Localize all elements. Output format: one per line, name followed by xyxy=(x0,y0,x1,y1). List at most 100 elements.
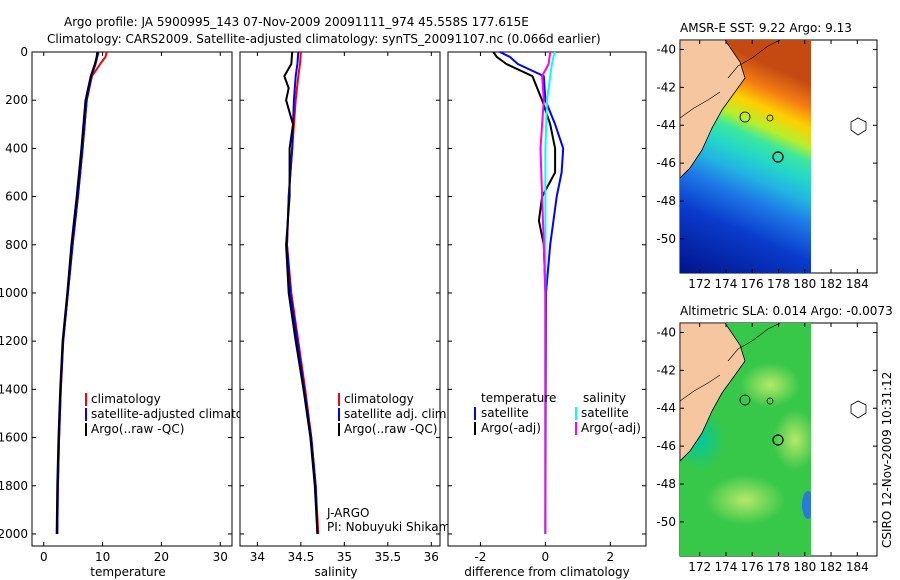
legend-label: Argo(-adj) xyxy=(581,421,641,435)
sla-map-title: Altimetric SLA: 0.014 Argo: -0.0073 xyxy=(680,304,893,318)
x-tick-label: 36 xyxy=(424,550,439,564)
series-line-salinity-argo-adj- xyxy=(539,51,552,534)
pi-label: PI: Nobuyuki Shikama xyxy=(327,520,458,534)
header-line1: Argo profile: JA 5900995_143 07-Nov-2009… xyxy=(64,15,529,29)
sst-map-panel: AMSR-E SST: 9.22 Argo: 9.13 172 174 176 178… xyxy=(656,21,878,291)
depth-axis: 0 200 400 600 800 1000 1200 1400 1600 1800 2000 xyxy=(0,45,232,541)
map-x-tick-label: 178 xyxy=(767,560,790,574)
map-x-tick-label: 182 xyxy=(820,277,843,291)
new-zealand-land xyxy=(680,323,746,462)
depth-contour xyxy=(680,91,721,119)
y-tick-label: 1200 xyxy=(0,334,28,348)
map-x-tick-label: 174 xyxy=(715,560,738,574)
series-line-salinity-satellite xyxy=(544,51,557,534)
x-tick-label: 34 xyxy=(250,550,265,564)
map-y-tick-label: -40 xyxy=(656,325,676,339)
map-y-tick-label: -42 xyxy=(656,80,676,94)
x-tick-label: 0 xyxy=(542,550,550,564)
y-tick-label: 600 xyxy=(5,190,28,204)
map-x-tick-label: 182 xyxy=(820,560,843,574)
legend-label: Argo(..raw -QC) xyxy=(91,422,184,436)
map-x-tick-label: 176 xyxy=(741,560,764,574)
map-x-tick-label: 172 xyxy=(688,277,711,291)
difference-y-ticks xyxy=(448,51,646,535)
x-tick-label: -2 xyxy=(474,550,486,564)
legend-label: Argo(..raw -QC) xyxy=(344,422,437,436)
sst-map-axes: 172 174 176 178 180 182 184 -40 -42 -44 -46 -48 -50 xyxy=(656,40,877,291)
difference-xlabel: difference from climatology xyxy=(464,565,630,579)
salinity-axes-frame xyxy=(239,51,441,547)
map-y-tick-label: -40 xyxy=(656,42,676,56)
y-tick-label: 1600 xyxy=(0,431,28,445)
y-tick-label: 1800 xyxy=(0,479,28,493)
island-outline xyxy=(766,114,774,122)
chatham-island-outline xyxy=(850,400,867,419)
argo-location-marker xyxy=(772,434,784,446)
map-y-tick-label: -44 xyxy=(656,118,676,132)
legend-label: climatology xyxy=(91,392,161,406)
temperature-legend: climatology satellite-adjusted climatolo… xyxy=(85,392,269,436)
map-y-tick-label: -48 xyxy=(656,477,676,491)
x-tick-label: 34.5 xyxy=(288,550,315,564)
salinity-panel: 34 34.5 35 35.5 36 salinity climatology sate… xyxy=(239,51,458,579)
temperature-axes-frame xyxy=(31,51,233,547)
sla-map-panel: Altimetric SLA: 0.014 Argo: -0.0073 172 1… xyxy=(656,304,892,574)
depth-contour xyxy=(727,323,781,362)
island-outline xyxy=(739,394,751,406)
x-tick-label: 30 xyxy=(213,550,228,564)
temperature-xlabel: temperature xyxy=(90,565,165,579)
series-line-argo-raw-qc- xyxy=(283,51,319,535)
map-y-tick-label: -42 xyxy=(656,363,676,377)
y-tick-label: 1400 xyxy=(0,382,28,396)
legend-label: Argo(-adj) xyxy=(481,421,541,435)
map-y-tick-label: -50 xyxy=(656,232,676,246)
x-tick-label: 10 xyxy=(95,550,110,564)
y-tick-label: 200 xyxy=(5,93,28,107)
argo-location-marker xyxy=(772,151,784,163)
chatham-island-outline xyxy=(850,117,867,136)
legend-label: satellite xyxy=(581,406,629,420)
salinity-legend: climatology satellite adj. clim. Argo(..… xyxy=(338,392,450,436)
map-x-tick-label: 174 xyxy=(715,277,738,291)
legend-label: satellite adj. clim. xyxy=(344,407,450,421)
y-tick-label: 800 xyxy=(5,238,28,252)
map-y-tick-label: -46 xyxy=(656,156,676,170)
x-tick-label: 35 xyxy=(337,550,352,564)
difference-x-axis: -2 0 2 xyxy=(474,52,614,564)
sst-field xyxy=(680,40,811,273)
y-tick-label: 400 xyxy=(5,141,28,155)
salinity-xlabel: salinity xyxy=(314,565,357,579)
sla-map-axes: 172 174 176 178 180 182 184 -40 -42 -44 -46 -48 -50 xyxy=(656,323,877,574)
sst-map-title: AMSR-E SST: 9.22 Argo: 9.13 xyxy=(680,21,852,35)
legend-header-temperature: temperature xyxy=(481,391,556,405)
map-x-tick-label: 172 xyxy=(688,560,711,574)
map-y-tick-label: -50 xyxy=(656,515,676,529)
salinity-x-axis: 34 34.5 35 35.5 36 xyxy=(250,52,439,564)
difference-panel: -2 0 2 difference from climatology tempera… xyxy=(447,51,647,579)
sla-anomaly xyxy=(705,475,785,525)
series-line-argo-raw-qc- xyxy=(55,51,99,535)
sla-anomaly xyxy=(802,491,811,519)
legend-label: satellite xyxy=(481,406,529,420)
salinity-y-ticks xyxy=(240,51,440,535)
island-outline xyxy=(739,111,751,123)
legend-header-salinity: salinity xyxy=(583,391,626,405)
difference-axes-frame xyxy=(447,51,647,547)
difference-legend: temperature salinity satellite Argo(-adj… xyxy=(474,391,641,435)
x-tick-label: 0 xyxy=(40,550,48,564)
temperature-series xyxy=(55,51,108,535)
new-zealand-land xyxy=(680,40,746,179)
credit-label: CSIRO 12-Nov-2009 10:31:12 xyxy=(880,372,894,548)
series-line-temperature-satellite xyxy=(499,51,565,535)
map-x-tick-label: 184 xyxy=(846,560,869,574)
difference-series xyxy=(492,51,565,535)
project-label: J-ARGO xyxy=(326,506,369,520)
map-x-tick-label: 176 xyxy=(741,277,764,291)
depth-contour xyxy=(727,40,781,79)
x-tick-label: 2 xyxy=(606,550,614,564)
salinity-series xyxy=(283,51,320,535)
temperature-panel: 0 200 400 600 800 1000 1200 1400 1600 1800 2000 0 1… xyxy=(0,45,269,579)
y-tick-label: 2000 xyxy=(0,527,28,541)
legend-label: satellite-adjusted climatology xyxy=(91,407,269,421)
